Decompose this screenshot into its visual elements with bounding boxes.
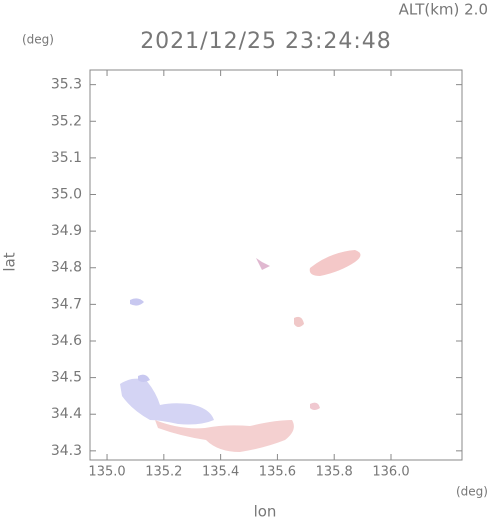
y-tick-label: 34.9	[51, 223, 82, 239]
plot-frame	[89, 69, 463, 461]
y-tick-label: 35.1	[51, 150, 82, 166]
echo	[309, 250, 361, 276]
x-unit: (deg)	[456, 485, 488, 499]
x-tick-label: 135.4	[202, 465, 239, 480]
echo	[310, 402, 320, 410]
echo	[138, 374, 150, 382]
echo	[256, 258, 270, 270]
echo-area	[120, 250, 361, 452]
y-axis-label: lat	[1, 252, 19, 271]
x-tick-label: 135.8	[316, 465, 353, 480]
y-tick-label: 34.3	[51, 443, 82, 459]
y-tick-label: 34.8	[51, 260, 82, 276]
y-tick-label: 35.0	[51, 187, 82, 203]
y-tick-label: 35.2	[51, 113, 82, 129]
x-tick-label: 135.6	[259, 465, 296, 480]
echo	[155, 420, 294, 452]
x-tick-label: 136.0	[372, 465, 409, 480]
y-unit: (deg)	[22, 33, 54, 47]
y-tick-label: 34.6	[51, 333, 82, 349]
echo	[120, 378, 214, 425]
echo	[130, 298, 144, 306]
y-tick-label: 34.7	[51, 296, 82, 312]
y-tick-label: 34.5	[51, 370, 82, 386]
chart-title: 2021/12/25 23:24:48	[140, 29, 392, 54]
y-tick-label: 34.4	[51, 406, 82, 422]
x-tick-label: 135.0	[88, 465, 125, 480]
echo	[294, 316, 304, 327]
x-tick-label: 135.2	[145, 465, 182, 480]
y-tick-label: 35.3	[51, 77, 82, 93]
x-axis-label: lon	[254, 503, 277, 521]
altitude-label: ALT(km) 2.0	[399, 1, 488, 19]
